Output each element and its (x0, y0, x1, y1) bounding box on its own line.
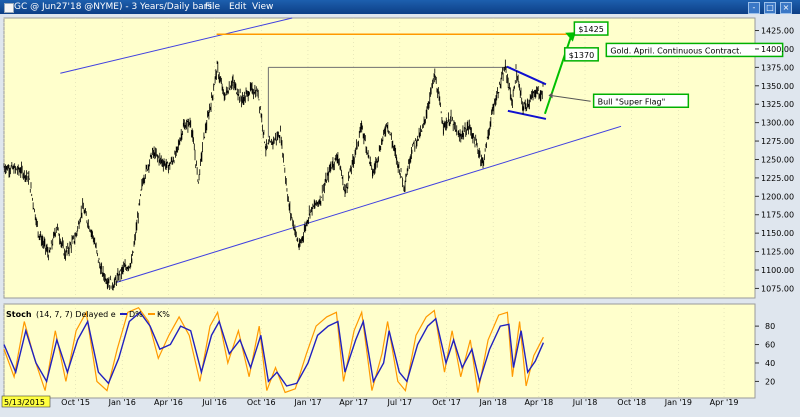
x-tick-label: Oct '17 (432, 398, 461, 407)
annotation-text: $1370 (569, 51, 594, 60)
price-tick-label: 1400.00 (761, 45, 794, 54)
x-tick-label: Apr '18 (524, 398, 553, 407)
x-tick-label: Jan '18 (479, 398, 507, 407)
price-tick-label: 1125.00 (761, 248, 794, 257)
window-title: GC @ Jun27'18 @NYME) - 3 Years/Daily bar… (14, 2, 213, 12)
price-tick-label: 1175.00 (761, 211, 794, 220)
x-tick-label: Jan '19 (664, 398, 692, 407)
x-tick-label: Jul '18 (572, 398, 598, 407)
annotation-box (592, 93, 690, 109)
x-tick-label: Jul '17 (387, 398, 413, 407)
stoch-tick-label: 40 (765, 359, 775, 368)
x-tick-label: Apr '17 (339, 398, 368, 407)
price-tick-label: 1375.00 (761, 63, 794, 72)
x-tick-label: Oct '16 (247, 398, 276, 407)
x-tick-label: Jan '17 (293, 398, 321, 407)
stoch-params: (14, 7, 7) Delayed e (36, 310, 116, 319)
price-tick-label: 1300.00 (761, 119, 794, 128)
flag-pointer-line (549, 94, 591, 102)
stoch-title: Stoch (6, 310, 32, 319)
x-tick-label: Apr '19 (710, 398, 739, 407)
stoch-tick-label: 60 (765, 341, 775, 350)
price-tick-label: 1150.00 (761, 229, 794, 238)
menu-edit[interactable]: Edit (229, 2, 247, 12)
annotation-text: Bull "Super Flag" (598, 97, 666, 106)
x-tick-label: Oct '15 (61, 398, 90, 407)
x-tick-label: 5/13/2015 (4, 398, 45, 407)
price-tick-label: 1250.00 (761, 155, 794, 164)
breakout-arrow-head (565, 32, 576, 42)
date-highlight (1, 395, 51, 408)
stoch-k-label: K% (157, 310, 170, 319)
menu-file[interactable]: File (205, 2, 221, 12)
annotation-box (573, 21, 609, 36)
annotation-text: Gold. April. Continuous Contract. (610, 46, 742, 55)
flag-bottom-line (507, 109, 547, 120)
price-tick-label: 1325.00 (761, 100, 794, 109)
price-tick-label: 1275.00 (761, 137, 794, 146)
price-tick-label: 1350.00 (761, 82, 794, 91)
close-button[interactable]: × (780, 2, 792, 14)
stoch-legend: Stoch (14, 7, 7) Delayed e D% K% (6, 310, 170, 319)
price-tick-label: 1200.00 (761, 192, 794, 201)
x-tick-label: Jul '16 (201, 398, 227, 407)
stoch-k-line (3, 306, 544, 394)
upper-channel-line (60, 17, 293, 74)
stoch-panel (3, 303, 756, 399)
lower-channel-line (115, 125, 622, 284)
stoch-tick-label: 20 (765, 377, 775, 386)
price-tick-label: 1075.00 (761, 284, 794, 293)
chart-icon (4, 3, 14, 13)
x-tick-label: Apr '16 (154, 398, 183, 407)
annotation-box (563, 47, 599, 62)
stoch-d-label: D% (129, 310, 143, 319)
stoch-d-line (3, 311, 545, 387)
x-tick-label: Jan '16 (108, 398, 136, 407)
flag-top-line (506, 65, 547, 86)
price-tick-label: 1225.00 (761, 174, 794, 183)
annotation-text: $1425 (578, 25, 603, 34)
menu-view[interactable]: View (252, 2, 274, 12)
price-tick-label: 1100.00 (761, 266, 794, 275)
stoch-tick-label: 80 (765, 322, 775, 331)
x-tick-label: Oct '18 (617, 398, 646, 407)
annotation-box (605, 42, 784, 58)
chart-area[interactable]: $1425 $1370 Gold. April. Continuous Contra… (0, 14, 800, 417)
maximize-button[interactable]: □ (764, 2, 776, 14)
minimize-button[interactable]: - (748, 2, 760, 14)
flag-pointer-head (548, 92, 553, 99)
price-tick-label: 1425.00 (761, 27, 794, 36)
title-bar[interactable]: GC @ Jun27'18 @NYME) - 3 Years/Daily bar… (0, 0, 800, 14)
price-panel (3, 17, 756, 299)
